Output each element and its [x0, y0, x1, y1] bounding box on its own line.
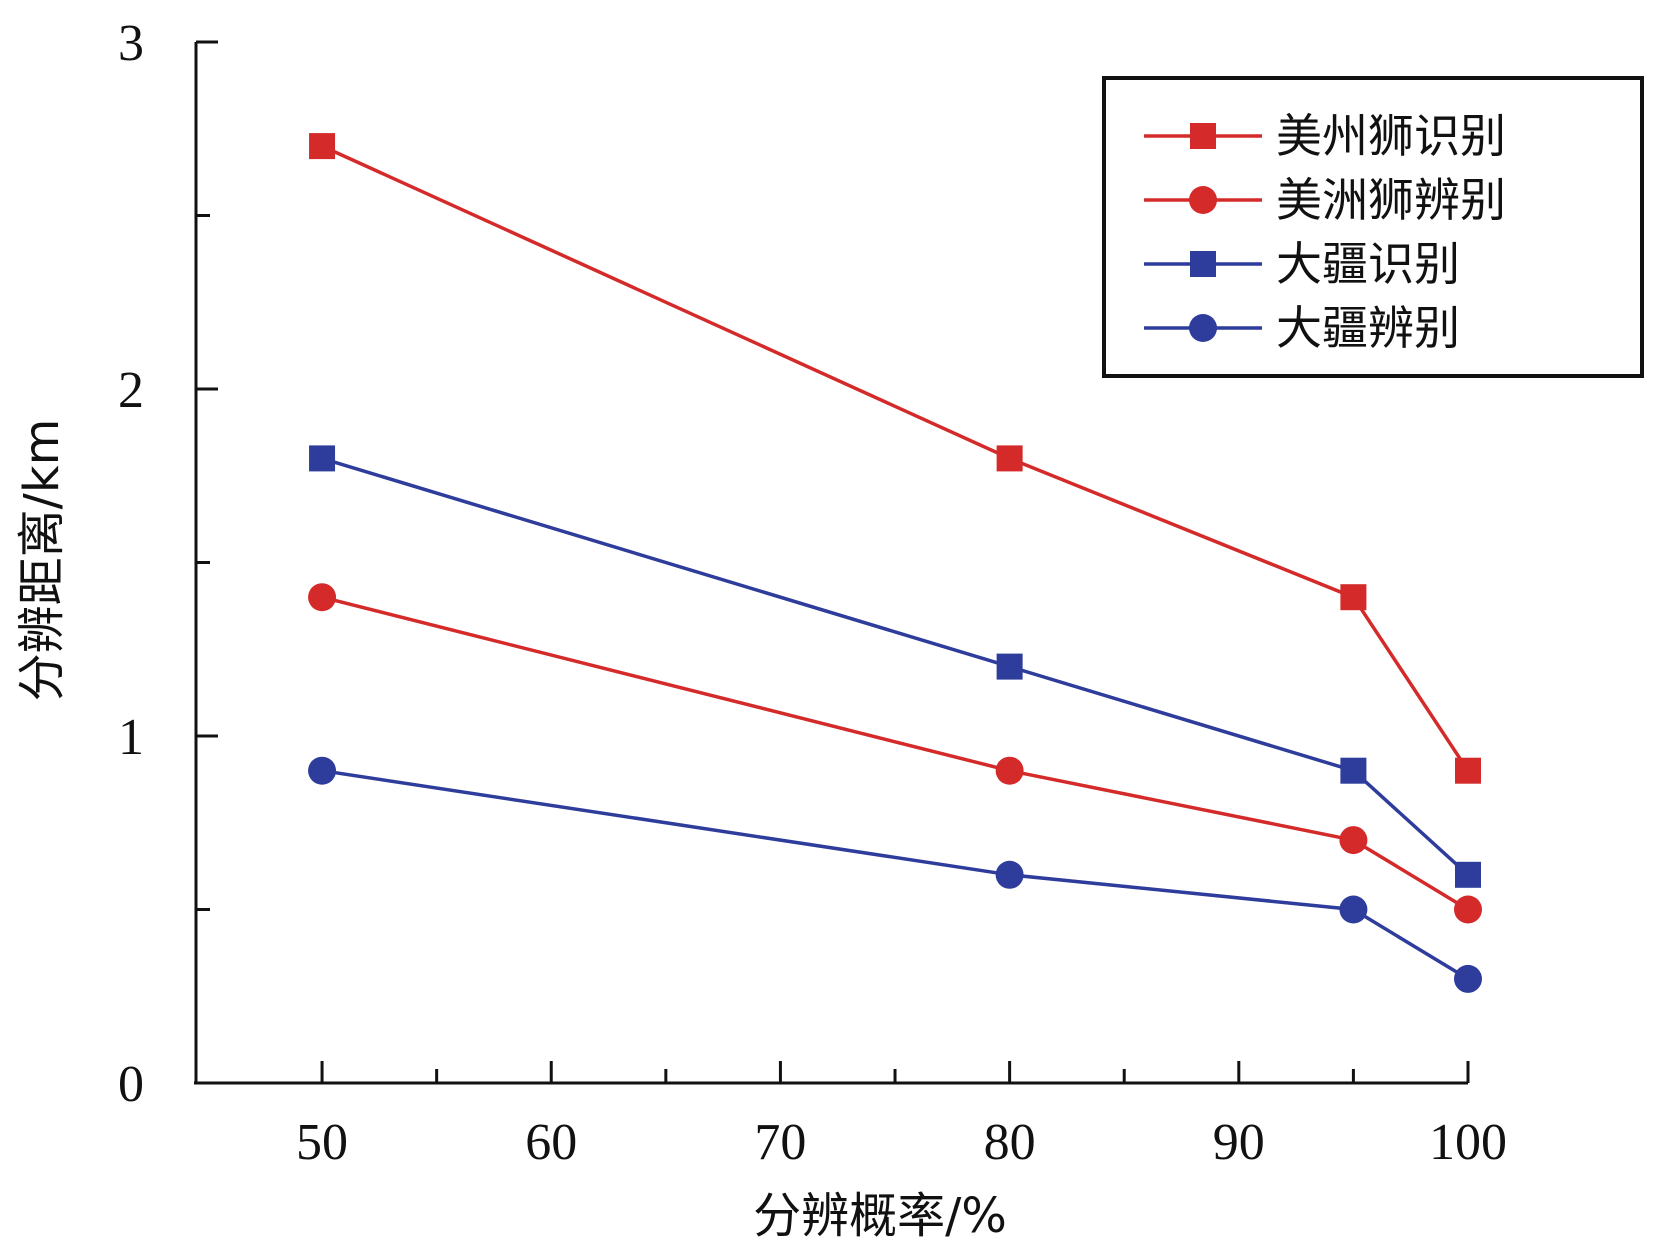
data-point-circle: [995, 756, 1024, 785]
x-tick-label: 100: [1429, 1114, 1507, 1171]
series-line: [321, 144, 1470, 772]
data-point-circle: [1339, 826, 1368, 855]
x-tick-label: 90: [1213, 1114, 1265, 1171]
data-point-circle: [308, 756, 337, 785]
data-point-square: [309, 133, 336, 160]
legend-item: 美州狮识别: [1144, 109, 1506, 163]
series-line: [321, 768, 1469, 981]
data-point-circle: [1454, 895, 1482, 924]
y-tick-label: 3: [118, 15, 144, 72]
legend-marker-square: [1190, 251, 1216, 277]
data-point-square: [996, 445, 1023, 472]
legend-marker-circle: [1189, 186, 1217, 214]
series-line: [321, 456, 1470, 877]
data-point-circle: [995, 860, 1024, 889]
series-layer: [308, 133, 1482, 993]
legend-label: 美州狮识别: [1276, 109, 1506, 163]
data-point-circle: [1339, 895, 1368, 924]
x-tick-label: 60: [525, 1114, 577, 1171]
series-2: [308, 583, 1482, 924]
series-1: [309, 133, 1481, 784]
x-tick-label: 80: [984, 1114, 1036, 1171]
x-tick-label: 50: [296, 1114, 348, 1171]
legend-item: 美洲狮辨别: [1144, 173, 1506, 227]
data-point-square: [1455, 861, 1481, 888]
series-line: [321, 595, 1469, 911]
y-axis-ticks: 0 1 2 3: [118, 15, 218, 1113]
x-axis-ticks: 50 60 70 80 90 100: [296, 1061, 1507, 1171]
series-3: [309, 445, 1481, 888]
x-tick-label: 70: [754, 1114, 806, 1171]
data-point-circle: [1454, 964, 1482, 993]
y-axis-label: 分辨距离/km: [14, 419, 70, 702]
data-point-square: [996, 653, 1023, 680]
y-tick-label: 1: [118, 709, 144, 766]
series-4: [308, 756, 1482, 993]
legend-item: 大疆辨别: [1144, 301, 1460, 355]
legend-label: 大疆识别: [1276, 237, 1460, 291]
data-point-square: [309, 445, 336, 472]
legend-marker-square: [1190, 123, 1216, 149]
data-point-square: [1455, 757, 1481, 784]
data-point-circle: [308, 583, 337, 612]
legend-label: 大疆辨别: [1276, 301, 1460, 355]
data-point-square: [1340, 757, 1367, 784]
legend-marker-circle: [1189, 314, 1217, 342]
x-axis-label: 分辨概率/%: [753, 1188, 1007, 1243]
legend-item: 大疆识别: [1144, 237, 1460, 291]
data-point-square: [1340, 584, 1367, 611]
legend-label: 美洲狮辨别: [1276, 173, 1506, 227]
y-tick-label: 0: [118, 1056, 144, 1113]
y-tick-label: 2: [118, 362, 144, 419]
